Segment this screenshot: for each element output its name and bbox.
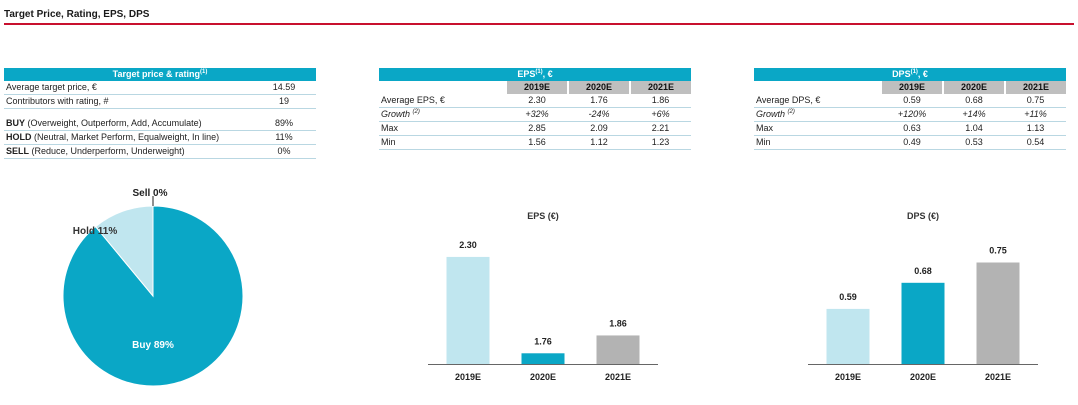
cell: 0.68 [943,94,1005,108]
row-label: Average target price, € [4,81,252,95]
row-label: Max [754,121,881,136]
row-label: Min [754,135,881,150]
bar-2020e [521,353,565,364]
dps-table-header: DPS(1), € [754,68,1066,81]
cell: +120% [881,107,943,122]
cell: 0.75 [1005,94,1066,108]
row-label: Contributors with rating, # [4,94,252,109]
chart-title: DPS (€) [907,211,939,221]
year-header: 2021E [629,81,691,94]
row-label: Average EPS, € [379,94,506,108]
dps-table: DPS(1), € 2019E 2020E 2021E Average DPS,… [754,68,1066,150]
target-table-header: Target price & rating(1) [4,68,316,81]
cell: 2.09 [568,121,630,136]
table-row: Growth (2) +120% +14% +11% [754,107,1066,122]
bar-2021e [976,262,1020,364]
row-value: 19 [252,94,316,109]
cell: 1.76 [568,94,630,108]
year-header: 2021E [1004,81,1066,94]
x-tick-label: 2021E [985,372,1011,382]
rating-value: 89% [252,117,316,131]
cell: +6% [630,107,691,122]
year-header: 2019E [880,81,943,94]
rating-pie-chart: Buy 89% Hold 11% Sell 0% [62,188,244,387]
x-tick-label: 2021E [605,372,631,382]
row-label: Growth (2) [379,107,506,122]
cell: 0.63 [881,121,943,136]
x-tick-label: 2019E [455,372,481,382]
cell: 0.49 [881,135,943,150]
row-label: Average DPS, € [754,94,881,108]
row-label: Max [379,121,506,136]
cell: +11% [1005,107,1066,122]
table-row: BUY (Overweight, Outperform, Add, Accumu… [4,117,316,131]
x-tick-label: 2020E [530,372,556,382]
cell: 1.56 [506,135,568,150]
table-row: Average EPS, € 2.30 1.76 1.86 [379,94,691,108]
dps-bar-chart: DPS (€) 0.59 2019E 0.68 2020E 0.75 2021E [808,211,1038,382]
cell: 0.53 [943,135,1005,150]
eps-bar-chart: EPS (€) 2.30 2019E 1.76 2020E 1.86 2021E [428,211,658,382]
cell: 0.59 [881,94,943,108]
pie-label-hold: Hold 11% [73,226,118,237]
year-header: 2019E [505,81,568,94]
pie-slice-hold [94,205,154,298]
cell: 1.13 [1005,121,1066,136]
row-label: Min [379,135,506,150]
rating-label: HOLD (Neutral, Market Perform, Equalweig… [4,130,252,145]
table-row: HOLD (Neutral, Market Perform, Equalweig… [4,130,316,145]
table-row: Average DPS, € 0.59 0.68 0.75 [754,94,1066,108]
cell: 1.12 [568,135,630,150]
cell: 2.21 [630,121,691,136]
bar-value-label: 0.68 [914,266,932,276]
cell: +32% [506,107,568,122]
table-row: Average target price, € 14.59 [4,81,316,95]
cell: 1.23 [630,135,691,150]
bar-value-label: 1.76 [534,336,552,346]
bar-2019e [826,308,870,364]
eps-table-header: EPS(1), € [379,68,691,81]
row-label: Growth (2) [754,107,881,122]
eps-table: EPS(1), € 2019E 2020E 2021E Average EPS,… [379,68,691,150]
table-row: Min 0.49 0.53 0.54 [754,135,1066,150]
cell: 2.85 [506,121,568,136]
table-row: SELL (Reduce, Underperform, Underweight)… [4,144,316,159]
year-header: 2020E [567,81,630,94]
table-row: Min 1.56 1.12 1.23 [379,135,691,150]
cell: 1.04 [943,121,1005,136]
chart-title: EPS (€) [527,211,559,221]
cell: -24% [568,107,630,122]
title-rule [4,23,1074,25]
bar-2021e [596,335,640,364]
cell: 0.54 [1005,135,1066,150]
x-tick-label: 2020E [910,372,936,382]
cell: +14% [943,107,1005,122]
cell: 2.30 [506,94,568,108]
cell: 1.86 [630,94,691,108]
page-title: Target Price, Rating, EPS, DPS [4,9,150,20]
table-row: Max 2.85 2.09 2.21 [379,121,691,136]
year-header: 2020E [942,81,1005,94]
bar-value-label: 1.86 [609,318,627,328]
bar-2020e [901,282,945,364]
rating-label: BUY (Overweight, Outperform, Add, Accumu… [4,117,252,131]
row-value: 14.59 [252,81,316,95]
target-rating-table: Target price & rating(1) Average target … [4,68,316,159]
pie-label-sell: Sell 0% [132,188,167,199]
bar-value-label: 0.59 [839,292,857,302]
table-row: Growth (2) +32% -24% +6% [379,107,691,122]
rating-value: 0% [252,144,316,159]
x-tick-label: 2019E [835,372,861,382]
bar-2019e [446,256,490,364]
bar-value-label: 0.75 [989,246,1007,256]
rating-value: 11% [252,130,316,145]
table-row: Max 0.63 1.04 1.13 [754,121,1066,136]
table-row: Contributors with rating, # 19 [4,94,316,109]
pie-label-buy: Buy 89% [132,340,174,351]
rating-label: SELL (Reduce, Underperform, Underweight) [4,144,252,159]
bar-value-label: 2.30 [459,240,477,250]
